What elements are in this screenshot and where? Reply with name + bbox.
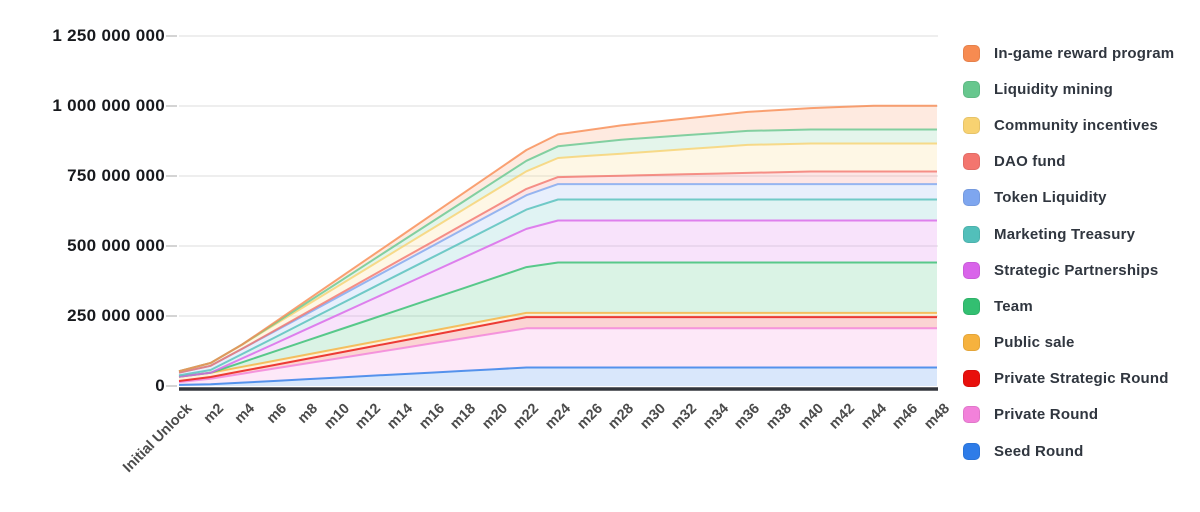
legend-item-public-sale[interactable]: Public sale	[963, 325, 1174, 361]
legend-item-community-incentives[interactable]: Community incentives	[963, 107, 1174, 143]
legend-swatch-marketing-treasury	[963, 225, 980, 243]
line-in-game-reward-program	[178, 104, 937, 373]
y-tick-label: 1 000 000 000	[52, 96, 165, 115]
legend-item-team[interactable]: Team	[963, 288, 1174, 324]
legend-item-seed-round[interactable]: Seed Round	[963, 433, 1174, 469]
legend-label: Private Strategic Round	[994, 370, 1169, 388]
legend-swatch-public-sale	[963, 334, 980, 352]
legend-label: In-game reward program	[994, 44, 1175, 62]
legend-swatch-team	[963, 297, 980, 315]
line-team	[178, 261, 937, 378]
y-tick-label: 500 000 000	[67, 236, 165, 255]
legend-label: Marketing Treasury	[994, 225, 1136, 243]
legend-swatch-seed-round	[963, 442, 980, 460]
line-dao-fund	[178, 170, 937, 374]
area-community-incentives	[179, 143, 937, 373]
legend-swatch-strategic-partnerships	[963, 261, 980, 279]
area-team	[179, 262, 937, 377]
area-seed-round	[179, 367, 937, 386]
legend-label: Public sale	[994, 334, 1075, 352]
legend-label: Seed Round	[994, 442, 1084, 460]
legend-item-token-liquidity[interactable]: Token Liquidity	[963, 180, 1174, 216]
legend-swatch-liquidity-mining	[963, 80, 980, 98]
area-marketing-treasury	[179, 199, 937, 377]
y-tick-label: 1 250 000 000	[52, 26, 165, 45]
legend-item-private-strategic-round[interactable]: Private Strategic Round	[963, 361, 1174, 397]
legend-swatch-private-round	[963, 406, 980, 424]
area-private-strategic-round	[179, 317, 937, 383]
legend-swatch-token-liquidity	[963, 189, 980, 207]
gridlines	[166, 35, 938, 387]
legend-item-private-round[interactable]: Private Round	[963, 397, 1174, 433]
legend-item-strategic-partnerships[interactable]: Strategic Partnerships	[963, 252, 1174, 288]
legend-label: Token Liquidity	[994, 189, 1107, 207]
line-private-round	[178, 327, 937, 384]
line-seed-round	[178, 366, 937, 386]
line-strategic-partnerships	[178, 219, 937, 378]
line-liquidity-mining	[178, 128, 937, 373]
y-tick-label: 0	[155, 376, 165, 395]
y-tick-label: 250 000 000	[67, 306, 165, 325]
legend-item-in-game-reward-program[interactable]: In-game reward program	[963, 35, 1174, 71]
line-public-sale	[178, 311, 937, 378]
area-private-round	[179, 328, 937, 385]
line-private-strategic-round	[178, 316, 937, 382]
legend-label: Private Round	[994, 406, 1099, 424]
legend-item-liquidity-mining[interactable]: Liquidity mining	[963, 71, 1174, 107]
legend-item-marketing-treasury[interactable]: Marketing Treasury	[963, 216, 1174, 252]
line-token-liquidity	[178, 183, 937, 374]
area-strategic-partnerships	[179, 220, 937, 377]
legend-swatch-private-strategic-round	[963, 370, 980, 388]
legend-swatch-community-incentives	[963, 116, 980, 134]
line-community-incentives	[178, 142, 937, 373]
legend-label: Team	[994, 297, 1033, 315]
legend-label: Strategic Partnerships	[994, 261, 1159, 279]
legend-swatch-in-game-reward-program	[963, 44, 980, 62]
legend-label: Community incentives	[994, 116, 1159, 134]
legend: In-game reward program Liquidity mining Co…	[963, 35, 1174, 469]
legend-label: DAO fund	[994, 153, 1066, 171]
legend-item-dao-fund[interactable]: DAO fund	[963, 144, 1174, 180]
legend-swatch-dao-fund	[963, 153, 980, 171]
line-marketing-treasury	[178, 198, 937, 377]
y-tick-label: 750 000 000	[67, 166, 165, 185]
legend-label: Liquidity mining	[994, 80, 1114, 98]
